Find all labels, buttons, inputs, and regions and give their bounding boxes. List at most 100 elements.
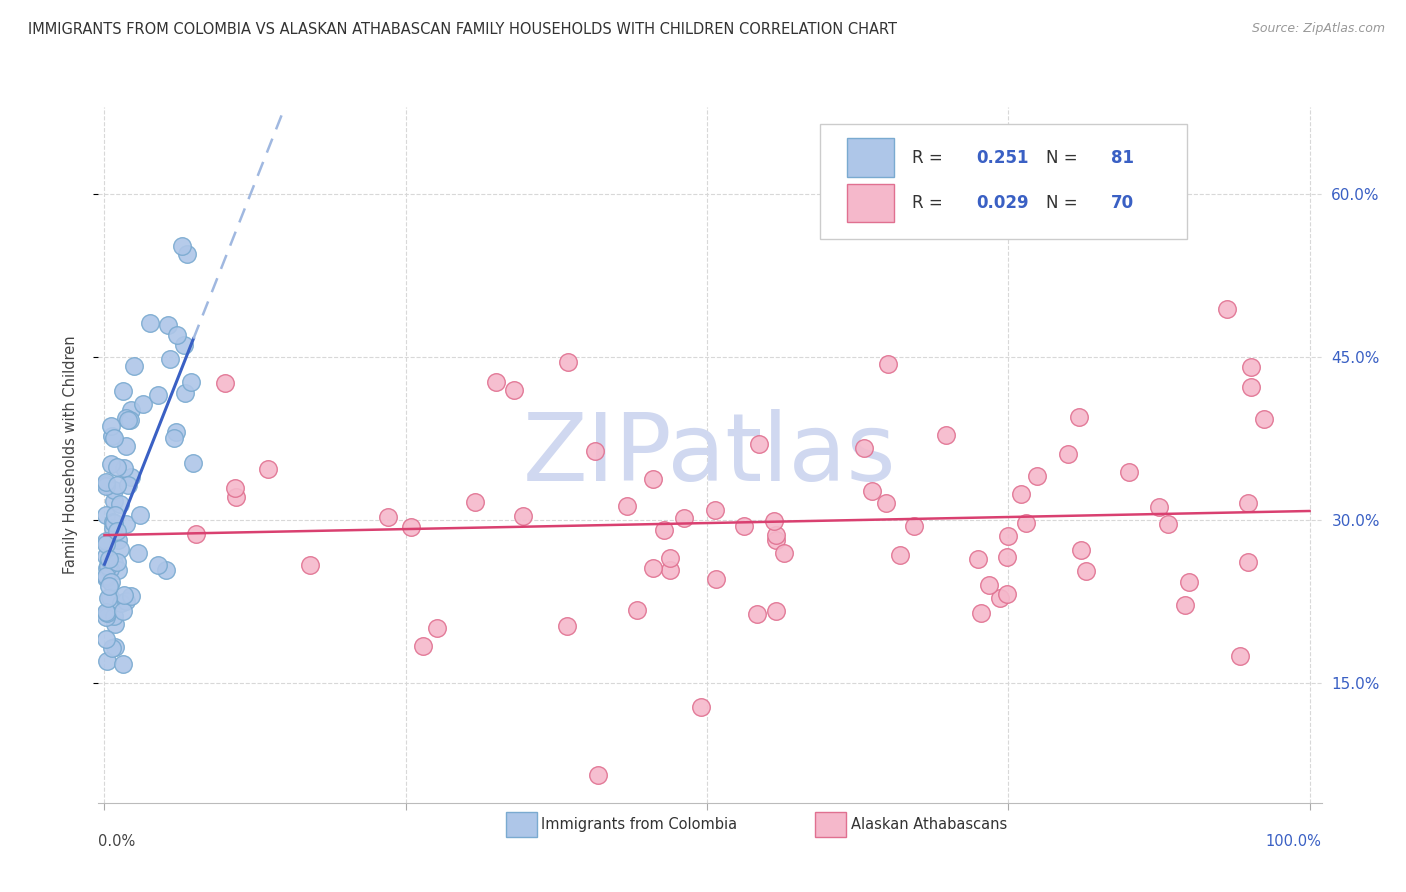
Point bbox=[173, 338, 195, 352]
Point bbox=[1239, 359, 1261, 374]
Point bbox=[155, 563, 177, 577]
Point bbox=[935, 428, 957, 442]
Point bbox=[94, 609, 117, 624]
Point bbox=[748, 437, 770, 451]
Point bbox=[763, 514, 786, 528]
Point bbox=[103, 493, 125, 508]
Point bbox=[1174, 599, 1197, 613]
Point bbox=[583, 444, 606, 458]
Point bbox=[105, 555, 128, 569]
Point bbox=[1240, 380, 1263, 394]
Point bbox=[555, 618, 578, 632]
Point bbox=[733, 518, 755, 533]
Point bbox=[853, 441, 876, 455]
Point bbox=[616, 499, 638, 513]
Point bbox=[1237, 496, 1260, 510]
Point bbox=[586, 768, 609, 782]
Text: Immigrants from Colombia: Immigrants from Colombia bbox=[541, 817, 737, 831]
Point bbox=[166, 328, 188, 343]
Point bbox=[146, 558, 169, 572]
Point bbox=[1015, 516, 1038, 531]
Point bbox=[1178, 575, 1201, 590]
Text: Source: ZipAtlas.com: Source: ZipAtlas.com bbox=[1251, 22, 1385, 36]
Point bbox=[970, 606, 993, 620]
Point bbox=[94, 571, 117, 585]
Point bbox=[118, 413, 141, 427]
Point bbox=[1057, 447, 1080, 461]
Point bbox=[690, 700, 713, 714]
Point bbox=[464, 495, 486, 509]
Point bbox=[94, 549, 117, 563]
Point bbox=[94, 475, 117, 490]
Point bbox=[107, 563, 129, 577]
Point bbox=[103, 557, 125, 571]
Point bbox=[122, 359, 145, 374]
Point bbox=[97, 579, 120, 593]
Point bbox=[165, 425, 187, 439]
Point bbox=[105, 524, 128, 539]
Point bbox=[96, 654, 118, 668]
Point bbox=[156, 318, 179, 333]
Point bbox=[1025, 469, 1047, 483]
Point bbox=[117, 478, 139, 492]
Point bbox=[98, 561, 121, 575]
Point bbox=[112, 384, 135, 398]
Point bbox=[641, 472, 664, 486]
Text: 0.029: 0.029 bbox=[977, 194, 1029, 212]
Point bbox=[1070, 543, 1092, 558]
Point bbox=[172, 238, 194, 252]
Point bbox=[94, 479, 117, 493]
Point bbox=[658, 563, 681, 577]
Point bbox=[224, 481, 246, 495]
Point bbox=[96, 606, 118, 620]
Point bbox=[112, 460, 135, 475]
FancyBboxPatch shape bbox=[846, 138, 894, 177]
Point bbox=[1118, 465, 1140, 479]
Point bbox=[97, 552, 120, 566]
Text: N =: N = bbox=[1046, 149, 1083, 167]
Point bbox=[703, 502, 725, 516]
Point bbox=[139, 316, 162, 330]
Point bbox=[1253, 411, 1275, 425]
Point bbox=[103, 483, 125, 497]
Point bbox=[180, 375, 202, 389]
Text: IMMIGRANTS FROM COLOMBIA VS ALASKAN ATHABASCAN FAMILY HOUSEHOLDS WITH CHILDREN C: IMMIGRANTS FROM COLOMBIA VS ALASKAN ATHA… bbox=[28, 22, 897, 37]
Point bbox=[120, 469, 142, 483]
Point bbox=[1229, 648, 1251, 663]
Text: 70: 70 bbox=[1111, 194, 1135, 212]
Text: Alaskan Athabascans: Alaskan Athabascans bbox=[851, 817, 1007, 831]
Text: ZIPatlas: ZIPatlas bbox=[523, 409, 897, 501]
Point bbox=[163, 431, 186, 445]
Point bbox=[641, 560, 664, 574]
Point bbox=[120, 589, 142, 603]
Point bbox=[112, 588, 135, 602]
Point bbox=[96, 561, 118, 575]
Point bbox=[94, 477, 117, 491]
Point bbox=[765, 533, 787, 548]
Text: R =: R = bbox=[912, 194, 948, 212]
Point bbox=[672, 510, 695, 524]
Point bbox=[146, 388, 169, 402]
Point bbox=[107, 533, 129, 547]
Point bbox=[103, 516, 125, 531]
Point bbox=[225, 490, 247, 504]
Point bbox=[176, 247, 198, 261]
Point bbox=[1237, 555, 1260, 569]
Point bbox=[772, 546, 794, 560]
Point bbox=[100, 458, 122, 472]
Point bbox=[377, 510, 399, 524]
Point bbox=[765, 528, 787, 542]
Point bbox=[128, 508, 150, 523]
Point bbox=[298, 558, 321, 572]
Point bbox=[108, 541, 131, 556]
Point bbox=[401, 520, 423, 534]
Point bbox=[101, 521, 124, 535]
Point bbox=[115, 517, 138, 532]
Point bbox=[103, 431, 125, 445]
Point bbox=[706, 572, 728, 586]
Point bbox=[97, 591, 120, 605]
Text: 0.0%: 0.0% bbox=[98, 834, 135, 849]
Point bbox=[117, 413, 139, 427]
Point bbox=[485, 376, 508, 390]
Text: 100.0%: 100.0% bbox=[1265, 834, 1322, 849]
